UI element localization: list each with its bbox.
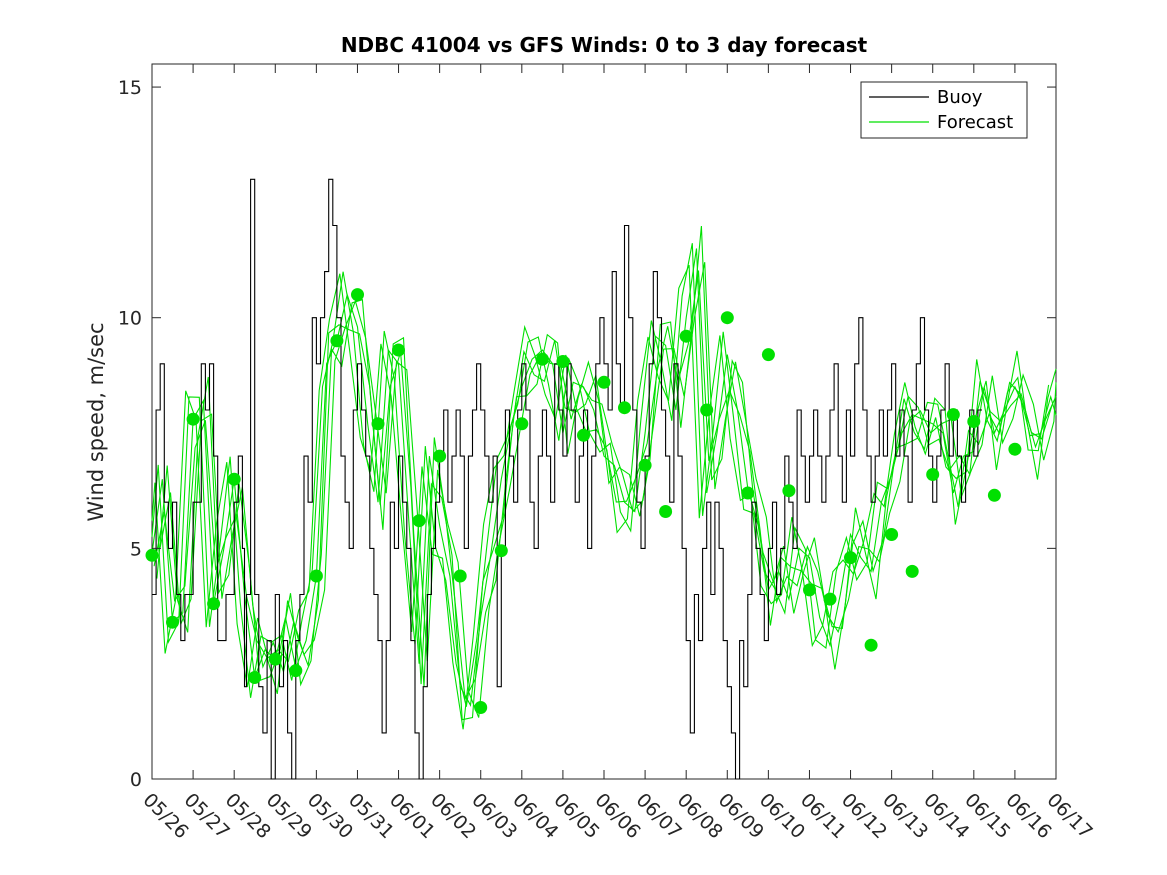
forecast-line-1 <box>156 225 1057 701</box>
legend-forecast-label: Forecast <box>937 112 1013 133</box>
forecast-marker <box>145 548 159 562</box>
forecast-marker <box>885 528 899 541</box>
forecast-marker <box>946 408 960 422</box>
forecast-marker <box>207 597 221 611</box>
y-axis-label: Wind speed, m/sec <box>84 322 108 521</box>
forecast-marker <box>289 664 303 678</box>
forecast-marker <box>556 355 570 368</box>
forecast-marker <box>166 615 179 629</box>
forecast-marker <box>926 468 940 481</box>
forecast-marker <box>659 505 673 518</box>
forecast-marker <box>782 484 796 498</box>
forecast-marker <box>453 569 467 583</box>
forecast-marker <box>761 348 775 362</box>
legend: Buoy Forecast <box>860 81 1028 139</box>
forecast-marker <box>597 375 611 389</box>
forecast-marker <box>638 458 652 472</box>
forecast-marker <box>433 449 447 463</box>
forecast-marker <box>330 334 344 348</box>
forecast-marker <box>186 412 200 426</box>
forecast-marker <box>371 417 385 431</box>
legend-buoy-label: Buoy <box>937 87 983 108</box>
forecast-marker <box>844 551 857 565</box>
plot-area: 05101505/2605/2705/2805/2905/3005/3106/0… <box>118 63 1097 843</box>
forecast-marker <box>309 569 323 583</box>
axes-frame <box>151 63 1057 780</box>
y-tick-label: 0 <box>130 769 142 791</box>
forecast-marker <box>535 352 549 366</box>
forecast-marker <box>248 671 262 684</box>
forecast-marker <box>905 564 919 578</box>
y-tick-label: 15 <box>118 77 142 99</box>
forecast-marker <box>987 488 1001 502</box>
forecast-marker <box>227 472 241 486</box>
forecast-marker <box>741 486 755 500</box>
y-tick-label: 10 <box>118 308 142 330</box>
forecast-marker <box>474 701 488 714</box>
forecast-marker <box>515 417 529 431</box>
forecast-marker <box>412 514 426 528</box>
buoy-step-line <box>152 178 982 780</box>
forecast-marker <box>268 652 282 666</box>
forecast-marker <box>803 583 816 597</box>
forecast-marker <box>679 329 693 343</box>
forecast-marker <box>864 638 878 652</box>
forecast-marker <box>720 311 734 325</box>
forecast-marker <box>967 415 981 428</box>
legend-box <box>860 81 1028 139</box>
forecast-marker <box>700 403 714 417</box>
chart-title: NDBC 41004 vs GFS Winds: 0 to 3 day fore… <box>341 33 868 57</box>
y-tick-label: 5 <box>130 538 142 560</box>
forecast-marker <box>351 288 364 302</box>
forecast-marker <box>1008 442 1022 456</box>
forecast-marker <box>618 401 631 415</box>
forecast-marker <box>494 544 508 558</box>
forecast-marker <box>577 428 590 442</box>
forecast-line-5 <box>153 270 1057 721</box>
forecast-marker <box>823 592 837 606</box>
forecast-marker <box>392 343 405 357</box>
